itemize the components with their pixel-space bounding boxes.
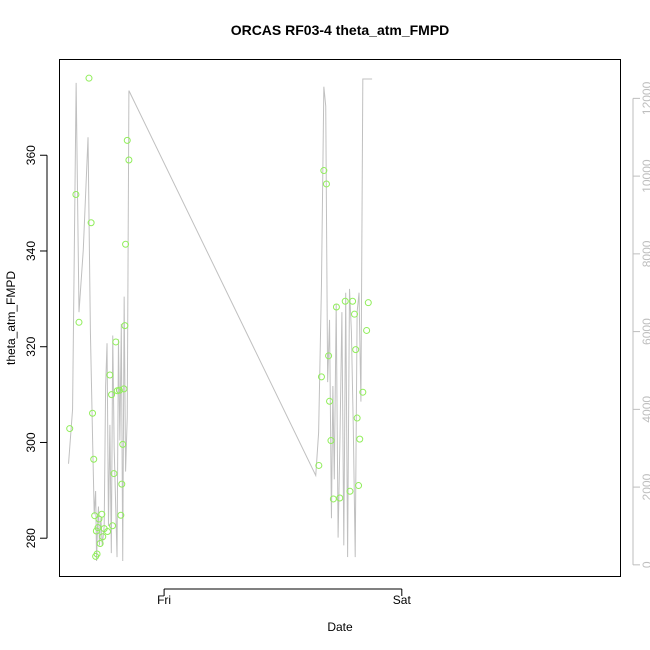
series-line [68, 78, 373, 561]
data-point [91, 512, 99, 520]
data-point [352, 346, 360, 354]
y2-tick-label: 0 [640, 561, 650, 568]
y2-tick-label: 4000 [640, 396, 650, 423]
y2-tick-label: 6000 [640, 318, 650, 345]
y-tick-label: 320 [24, 336, 38, 356]
data-point [90, 455, 98, 463]
data-point [109, 522, 117, 530]
data-point [125, 156, 133, 164]
data-point [92, 527, 100, 535]
y2-tick-label: 12000 [640, 81, 650, 115]
y-axis-left: 280 300 320 340 360 [24, 145, 48, 548]
x-tick-label: Fri [157, 593, 171, 607]
y2-tick-label: 2000 [640, 473, 650, 500]
data-point [99, 533, 107, 541]
data-point [110, 470, 118, 478]
data-point [363, 326, 371, 334]
plot-frame [59, 59, 621, 577]
y-tick-label: 340 [24, 241, 38, 261]
chart-title: ORCAS RF03-4 theta_atm_FMPD [231, 22, 450, 38]
data-point [326, 397, 334, 405]
data-point [364, 299, 372, 307]
y-axis-right: 0 2000 4000 6000 8000 10000 12000 [632, 81, 650, 568]
data-point [315, 461, 323, 469]
data-point [120, 385, 128, 393]
x-axis: Fri Sat [157, 588, 412, 607]
data-point [317, 373, 325, 381]
data-point [106, 371, 114, 379]
data-point [75, 318, 83, 326]
y-tick-label: 300 [24, 432, 38, 452]
data-point [341, 297, 349, 305]
data-point [353, 414, 361, 422]
data-point [98, 510, 106, 518]
data-point [322, 180, 330, 188]
data-point [87, 219, 95, 227]
data-point [355, 482, 363, 490]
data-point [356, 435, 364, 443]
data-point [85, 74, 93, 82]
data-point [96, 539, 104, 547]
y-tick-label: 280 [24, 528, 38, 548]
data-point [351, 310, 358, 318]
line-series [68, 78, 373, 561]
data-point [108, 391, 116, 399]
x-axis-label: Date [327, 620, 353, 634]
data-point [349, 297, 357, 305]
data-point [104, 528, 112, 535]
data-point [359, 388, 367, 396]
data-point [115, 386, 123, 394]
data-point [121, 322, 129, 330]
data-point [122, 240, 130, 248]
data-point [336, 494, 344, 502]
x-tick-label: Sat [393, 593, 412, 607]
data-point [118, 480, 126, 488]
data-point [327, 437, 335, 445]
data-point [93, 550, 101, 558]
point-series [66, 74, 372, 560]
y2-tick-label: 8000 [640, 240, 650, 267]
data-point [89, 409, 97, 417]
data-point [329, 495, 337, 503]
data-point [320, 167, 328, 175]
data-point [346, 487, 354, 495]
data-point [112, 338, 120, 346]
y-axis-label: theta_atm_FMPD [4, 271, 18, 365]
data-point [117, 511, 125, 519]
data-point [123, 136, 131, 144]
data-point [119, 440, 127, 448]
data-point [332, 303, 340, 311]
y-tick-label: 360 [24, 145, 38, 165]
data-point [72, 190, 80, 198]
data-point [325, 352, 333, 360]
data-point [66, 425, 74, 433]
y2-tick-label: 10000 [640, 159, 650, 193]
